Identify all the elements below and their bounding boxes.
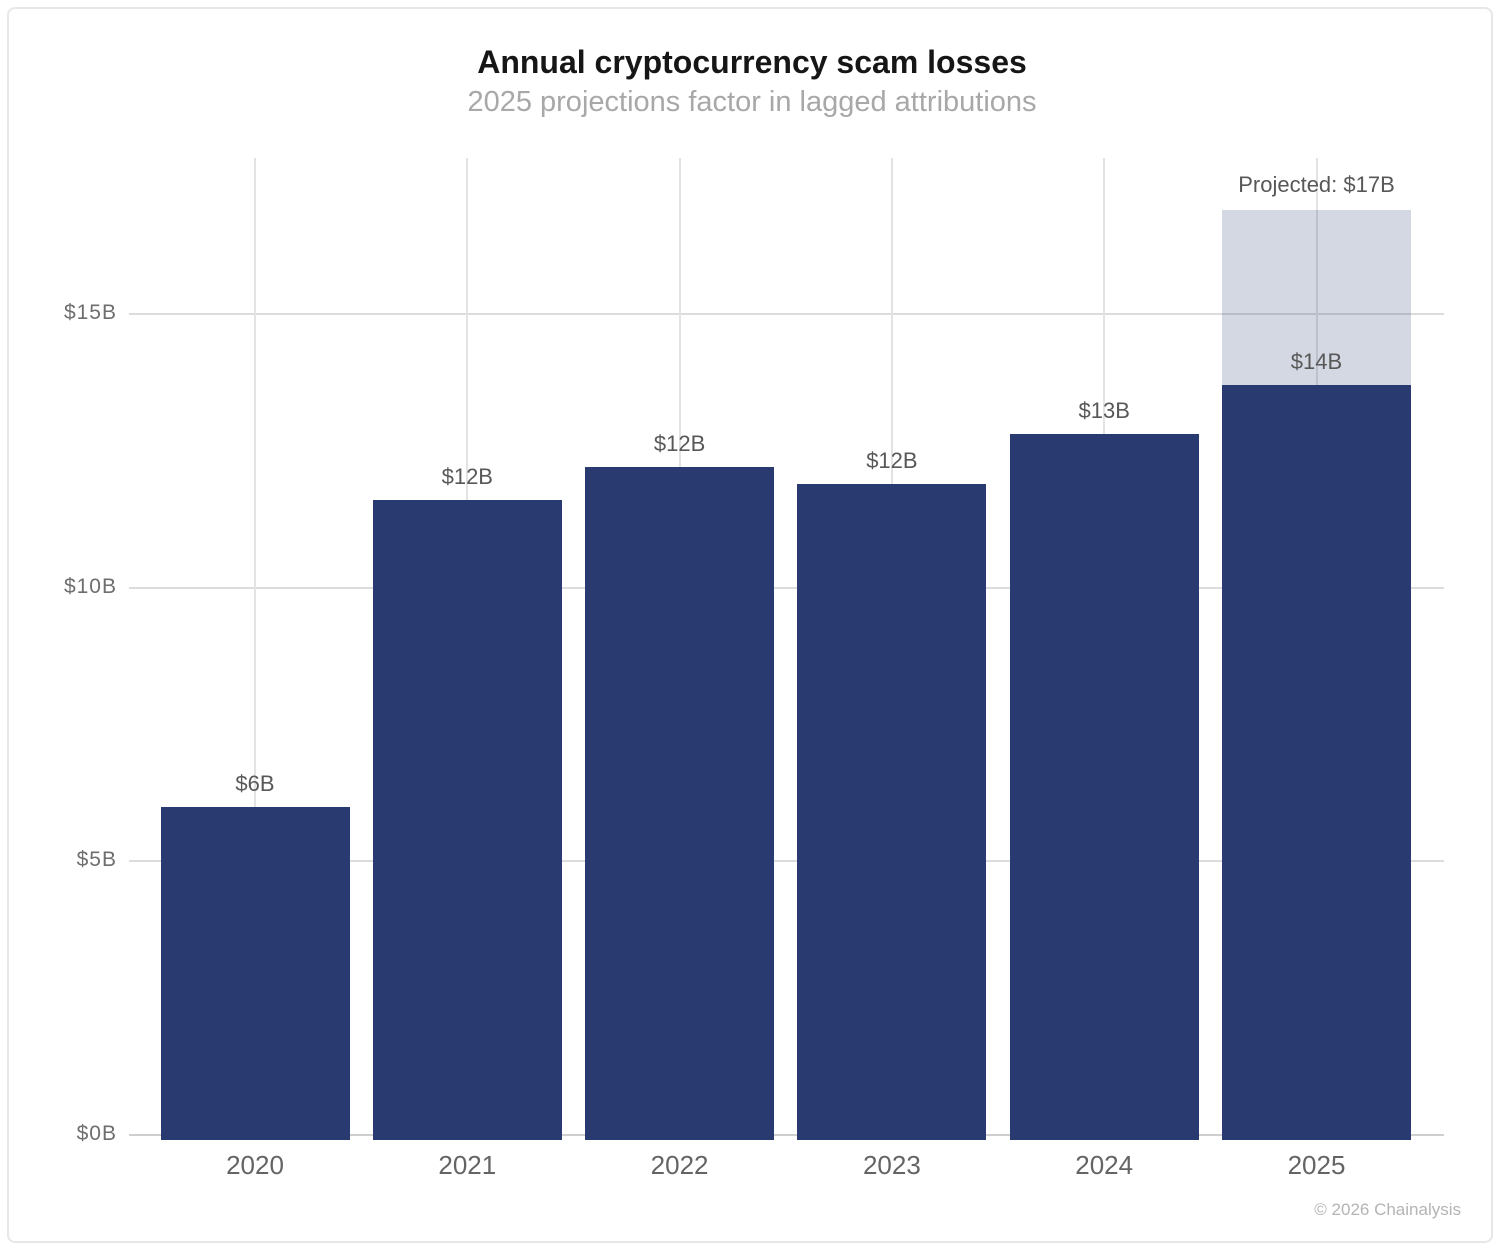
footer-credit: © 2026 Chainalysis	[1314, 1200, 1461, 1219]
bar-value-label-2025: $14B	[1290, 349, 1343, 375]
x-axis-label-2025: 2025	[1287, 1150, 1346, 1180]
gridline-y-10	[129, 586, 1444, 589]
chart-subtitle: 2025 projections factor in lagged attrib…	[467, 86, 1037, 118]
projected-bar-2025	[1222, 210, 1411, 386]
x-axis-baseline	[129, 1134, 1444, 1136]
bar-2022	[585, 467, 775, 1140]
gridline-y-15	[129, 313, 1444, 316]
y-axis-tick-label: $5B	[76, 848, 117, 872]
bar-2025	[1222, 385, 1411, 1140]
projected-value-label: Projected: $17B	[1238, 172, 1395, 198]
y-axis-tick-label: $10B	[63, 574, 117, 598]
bar-2023	[797, 483, 987, 1140]
bar-value-label-2021: $12B	[441, 464, 493, 490]
chart-card: Annual cryptocurrency scam losses 2025 p…	[7, 7, 1493, 1243]
bar-value-label-2022: $12B	[653, 431, 706, 457]
bar-2021	[372, 500, 562, 1140]
y-axis-tick-label: $0B	[76, 1122, 117, 1145]
chart-title: Annual cryptocurrency scam losses	[477, 44, 1027, 80]
gridline-x-2020	[254, 158, 256, 1135]
x-axis-label-2022: 2022	[650, 1150, 709, 1180]
x-axis-label-2020: 2020	[226, 1150, 284, 1180]
bar-2024	[1009, 434, 1199, 1140]
x-axis-label-2023: 2023	[862, 1150, 921, 1180]
bar-2020	[160, 806, 350, 1140]
bar-value-label-2023: $12B	[866, 447, 918, 473]
gridline-y-5	[129, 860, 1444, 863]
bar-chart: Annual cryptocurrency scam losses 2025 p…	[9, 9, 1491, 1241]
y-axis-tick-label: $15B	[63, 301, 117, 325]
x-axis-label-2021: 2021	[438, 1150, 497, 1180]
x-axis-label-2024: 2024	[1075, 1150, 1134, 1180]
bar-value-label-2024: $13B	[1078, 398, 1130, 424]
bar-value-label-2020: $6B	[235, 770, 275, 796]
